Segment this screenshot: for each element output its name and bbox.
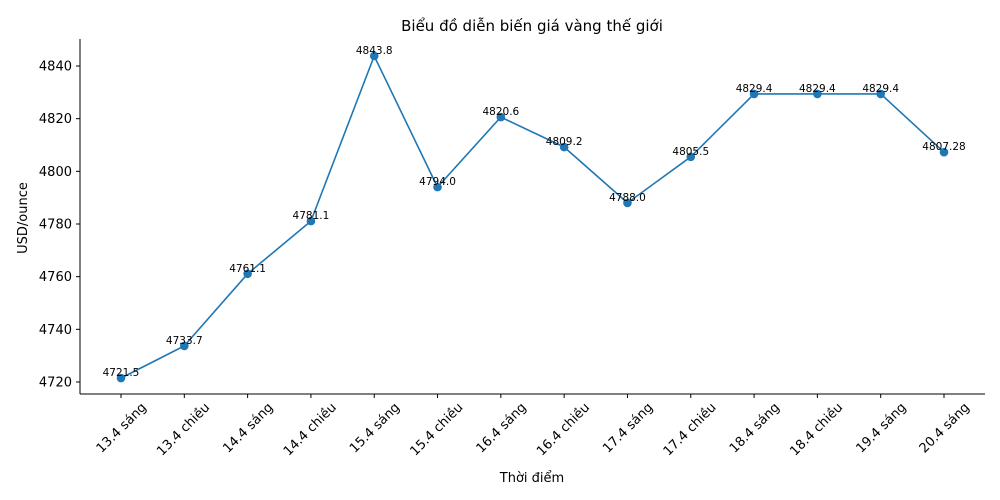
x-tick-label: 18.4 chiều	[787, 400, 846, 459]
data-point-marker	[623, 198, 632, 208]
data-label: 4829.4	[736, 83, 773, 95]
x-tick-label: 15.4 chiều	[407, 400, 466, 459]
series-line	[116, 51, 949, 383]
data-point-marker	[813, 89, 822, 99]
data-label: 4829.4	[862, 83, 899, 95]
x-tick-label: 13.4 sáng	[94, 400, 150, 456]
x-tick-label: 16.4 sáng	[474, 400, 530, 456]
x-tick-label: 20.4 sáng	[917, 400, 973, 456]
axes	[79, 39, 985, 395]
data-label: 4807.28	[922, 141, 965, 153]
y-tick-label: 4800	[39, 165, 72, 180]
data-label: 4809.2	[546, 136, 583, 148]
data-label: 4820.6	[482, 106, 519, 118]
x-tick-label: 19.4 sáng	[853, 400, 909, 456]
data-point-marker	[180, 341, 189, 351]
x-tick-label: 15.4 sáng	[347, 400, 403, 456]
x-tick-label: 13.4 chiều	[154, 400, 213, 459]
data-point-marker	[306, 216, 316, 226]
y-axis-ticks: 4720 4740 4760 4780 4800 4820 4840	[39, 60, 80, 391]
data-point-marker	[369, 51, 379, 61]
data-label: 4805.5	[672, 146, 709, 158]
data-point-marker	[686, 152, 696, 162]
data-label: 4829.4	[799, 83, 836, 95]
data-point-marker	[496, 112, 506, 122]
data-point-marker	[116, 373, 126, 383]
data-label: 4721.5	[103, 367, 140, 379]
data-point-marker	[749, 89, 759, 99]
data-label: 4788.0	[609, 192, 646, 204]
data-point-marker	[433, 182, 442, 192]
x-tick-label: 14.4 chiều	[281, 400, 340, 459]
data-point-marker	[876, 89, 885, 99]
data-label: 4761.1	[229, 263, 266, 275]
x-tick-label: 16.4 chiều	[534, 400, 593, 459]
data-label: 4794.0	[419, 176, 456, 188]
y-tick-label: 4780	[39, 218, 72, 233]
x-tick-label: 17.4 chiều	[661, 400, 720, 459]
x-axis-label: Thời điểm	[499, 471, 564, 486]
x-axis-ticks: 13.4 sáng 13.4 chiều 14.4 sáng 14.4 chiều 15…	[94, 394, 973, 459]
data-labels: 4721.5 4733.7 4761.1 4781.1 4843.8 4794.0 4820…	[103, 45, 966, 379]
x-tick-label: 17.4 sáng	[600, 400, 656, 456]
data-label: 4781.1	[293, 210, 330, 222]
y-tick-label: 4760	[39, 270, 72, 285]
y-tick-label: 4720	[39, 376, 72, 391]
x-tick-label: 14.4 sáng	[220, 400, 276, 456]
y-tick-label: 4840	[39, 60, 72, 75]
data-label: 4733.7	[166, 335, 203, 347]
data-point-marker	[559, 142, 569, 152]
y-tick-label: 4740	[39, 323, 72, 338]
data-point-marker	[939, 147, 949, 157]
y-tick-label: 4820	[39, 112, 72, 127]
data-label: 4843.8	[356, 45, 393, 57]
data-point-marker	[243, 269, 252, 279]
y-axis-label: USD/ounce	[16, 182, 31, 254]
chart-title: Biểu đồ diễn biến giá vàng thế giới	[401, 17, 663, 35]
x-tick-label: 18.4 sáng	[727, 400, 783, 456]
price-line	[120, 55, 945, 379]
